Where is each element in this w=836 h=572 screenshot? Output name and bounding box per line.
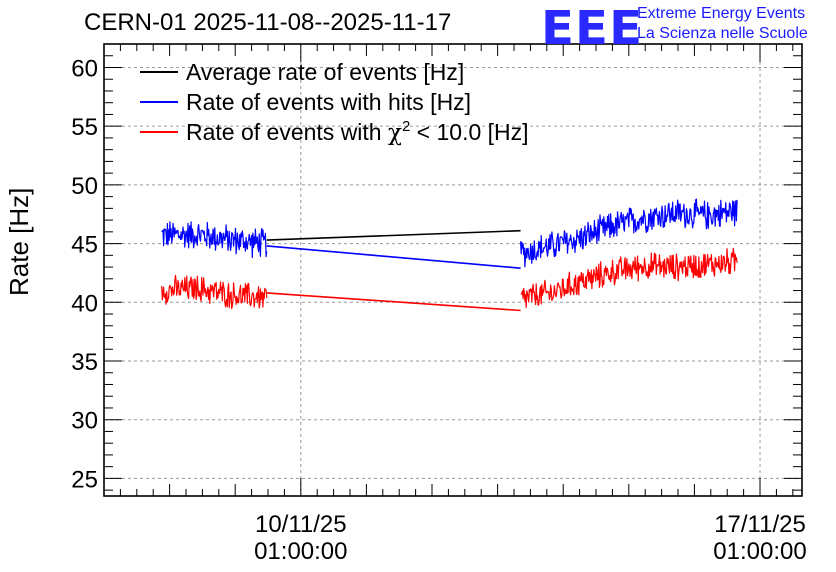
series-average-line bbox=[266, 229, 521, 241]
y-axis-label: Rate [Hz] bbox=[4, 187, 34, 296]
legend-label-2: Rate of events with χ2 < 10.0 [Hz] bbox=[186, 118, 529, 146]
plot-frame bbox=[103, 43, 803, 497]
series-chi2-gap-line bbox=[266, 292, 521, 312]
legend-label-1: Rate of events with hits [Hz] bbox=[186, 89, 471, 115]
series-chi2-segment-1 bbox=[520, 247, 738, 308]
y-tick-label: 25 bbox=[71, 466, 98, 493]
y-tick-label: 40 bbox=[71, 290, 98, 317]
eee-logo-mark: EEE bbox=[541, 1, 644, 55]
y-axis-label-wrap: Rate [Hz] bbox=[4, 166, 34, 296]
chart-title: CERN-01 2025-11-08--2025-11-17 bbox=[84, 9, 452, 36]
logo-line-2: La Scienza nelle Scuole bbox=[637, 25, 808, 42]
x-tick-label-time: 01:00:00 bbox=[713, 538, 806, 565]
y-tick-label: 60 bbox=[71, 55, 98, 82]
logo-line-1: Extreme Energy Events bbox=[637, 5, 806, 22]
y-tick-label: 55 bbox=[71, 114, 98, 141]
series-hits-segment-1 bbox=[520, 198, 738, 268]
series-chi2-segment-0 bbox=[161, 274, 268, 310]
y-tick-label: 45 bbox=[71, 232, 98, 259]
y-tick-label: 30 bbox=[71, 408, 98, 435]
legend-label-0: Average rate of events [Hz] bbox=[186, 59, 464, 85]
y-tick-label: 50 bbox=[71, 173, 98, 200]
x-tick-label-date: 17/11/25 bbox=[714, 511, 806, 538]
x-tick-label-time: 01:00:00 bbox=[254, 538, 347, 565]
series-hits-segment-0 bbox=[161, 221, 268, 259]
series-hits-gap-line bbox=[266, 245, 521, 269]
y-tick-label: 35 bbox=[71, 349, 98, 376]
x-tick-label-date: 10/11/25 bbox=[255, 511, 347, 538]
